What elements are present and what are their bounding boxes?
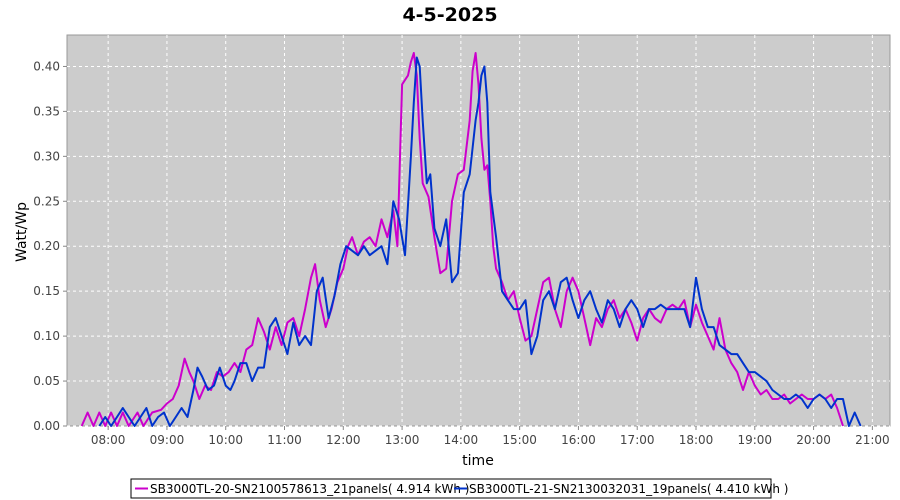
grid-lines <box>67 35 890 427</box>
chart-title: 4-5-2025 <box>402 4 497 26</box>
y-tick-label: 0.25 <box>33 194 60 208</box>
x-tick-label: 13:00 <box>385 433 420 447</box>
x-tick-label: 17:00 <box>620 433 655 447</box>
y-tick-label: 0.40 <box>33 59 60 73</box>
x-tick-label: 20:00 <box>796 433 831 447</box>
x-tick-label: 11:00 <box>267 433 302 447</box>
y-tick-label: 0.20 <box>33 239 60 253</box>
x-axis: 08:00 09:00 10:00 11:00 12:00 13:00 14:00 15:00… <box>91 426 890 447</box>
y-tick-label: 0.35 <box>33 104 60 118</box>
x-tick-label: 12:00 <box>326 433 361 447</box>
y-tick-label: 0.30 <box>33 149 60 163</box>
legend-box <box>130 478 772 499</box>
legend-label-series-1: SB3000TL-20-SN2100578613_21panels( 4.914… <box>150 482 469 496</box>
y-axis-label: Watt/Wp <box>14 202 30 262</box>
series-line-2 <box>98 56 862 427</box>
series-layer <box>80 52 862 427</box>
x-tick-label: 10:00 <box>208 433 243 447</box>
x-tick-label: 21:00 <box>855 433 890 447</box>
x-tick-label: 19:00 <box>737 433 772 447</box>
x-tick-label: 18:00 <box>679 433 714 447</box>
y-axis: 0.00 0.05 0.10 0.15 0.20 0.25 0.30 0.35 0.40 <box>33 59 67 433</box>
y-tick-label: 0.10 <box>33 329 60 343</box>
x-tick-label: 14:00 <box>444 433 479 447</box>
legend-label-series-2: SB3000TL-21-SN2130032031_19panels( 4.410… <box>469 482 788 496</box>
x-axis-label: time <box>462 453 494 469</box>
y-tick-label: 0.15 <box>33 284 60 298</box>
x-tick-label: 16:00 <box>561 433 596 447</box>
x-tick-label: 08:00 <box>91 433 126 447</box>
x-tick-label: 15:00 <box>502 433 537 447</box>
legend: SB3000TL-20-SN2100578613_21panels( 4.914… <box>130 478 788 499</box>
x-tick-label: 09:00 <box>150 433 185 447</box>
y-tick-label: 0.05 <box>33 374 60 388</box>
y-tick-label: 0.00 <box>33 419 60 433</box>
